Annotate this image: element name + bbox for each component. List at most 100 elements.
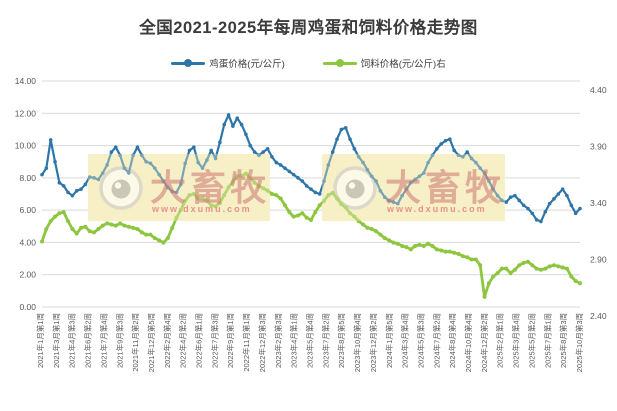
egg-price-point [552, 197, 556, 201]
feed-price-point [122, 223, 127, 228]
feed-price-point [469, 257, 474, 262]
x-axis-label: 2025年3月第4周 [511, 313, 521, 368]
feed-price-point [521, 260, 526, 265]
egg-price-point [452, 148, 456, 153]
feed-price-point [313, 210, 318, 215]
egg-price-point [231, 124, 235, 128]
feed-price-point [430, 243, 435, 248]
watermark-url-text: www.dxumu.com [151, 204, 252, 214]
feed-price-point [408, 247, 413, 252]
egg-price-point [118, 153, 122, 158]
feed-price-point [44, 227, 49, 232]
feed-price-point [339, 202, 344, 207]
egg-price-point [330, 150, 335, 154]
feed-price-point [413, 243, 418, 248]
egg-price-point [578, 206, 582, 211]
egg-price-point [495, 193, 500, 198]
egg-price-point [513, 193, 517, 198]
egg-price-point [92, 176, 96, 180]
watermark-eye-glint-icon [114, 182, 122, 189]
egg-price-point [205, 158, 209, 162]
egg-price-point [139, 153, 144, 158]
feed-price-point [443, 249, 448, 254]
feed-price-point [183, 198, 188, 203]
chart-title: 全国2021-2025年每周鸡蛋和饲料价格走势图 [139, 19, 478, 37]
legend-item-feed-price[interactable]: 饲料价格(元/公斤)右 [322, 56, 446, 70]
feed-price-point [70, 227, 75, 232]
x-axis-label: 2024年10月第4周 [463, 313, 473, 372]
feed-price-point [543, 266, 548, 271]
egg-price-point [335, 137, 339, 141]
feed-price-point [387, 238, 392, 243]
egg-price-point [265, 147, 270, 151]
egg-price-point [443, 138, 448, 143]
x-axis-label: 2025年5月第2周 [526, 313, 536, 368]
x-axis-label: 2025年2月第1周 [495, 313, 505, 368]
feed-price-point [139, 230, 144, 235]
feed-price-point [204, 198, 209, 203]
feed-price-point [538, 267, 543, 272]
feed-price-point [382, 236, 387, 241]
feed-price-point [551, 263, 556, 268]
watermark-tint [322, 154, 505, 221]
egg-price-point [326, 163, 331, 167]
egg-price-point [113, 145, 118, 149]
egg-price-point [461, 155, 465, 159]
y-axis-label-left: 10.00 [15, 141, 37, 151]
egg-price-point [482, 171, 487, 175]
feed-price-point [361, 222, 366, 227]
feed-price-point [304, 215, 309, 220]
egg-price-point [361, 160, 365, 165]
x-axis-label: 2024年12月第2周 [479, 313, 489, 372]
feed-price-point [569, 274, 574, 279]
egg-price-point [105, 163, 109, 167]
egg-price-point [539, 219, 543, 224]
egg-price-point [374, 179, 378, 183]
egg-price-point [526, 206, 530, 211]
feed-price-point [365, 225, 370, 230]
x-axis-label: 2023年4月第1周 [289, 313, 299, 368]
x-axis-label: 2025年7月第1周 [542, 313, 552, 368]
feed-price-point [113, 223, 118, 228]
feed-price-point [144, 232, 149, 237]
feed-price-point [530, 263, 535, 268]
egg-price-point [365, 167, 370, 172]
legend-item-egg-price[interactable]: 鸡蛋价格(元/公斤) [171, 56, 285, 70]
egg-price-point [109, 150, 114, 154]
watermark-url-text: www.dxumu.com [386, 204, 487, 214]
egg-price-point [565, 193, 569, 198]
egg-price-point [248, 143, 253, 148]
egg-price-point [382, 195, 387, 200]
egg-price-point [226, 113, 231, 117]
egg-price-point [61, 184, 66, 188]
egg-price-point [413, 177, 417, 182]
feed-price-point [348, 211, 353, 216]
egg-price-point [200, 166, 205, 170]
egg-price-point [356, 155, 361, 159]
feed-price-point [473, 257, 478, 262]
feed-price-point [226, 185, 231, 190]
egg-price-point [153, 166, 157, 170]
egg-price-point [261, 150, 266, 154]
egg-price-point [144, 159, 148, 164]
egg-price-point [352, 147, 357, 151]
egg-price-point [235, 116, 240, 120]
x-axis-label: 2021年12月第5周 [146, 313, 156, 372]
egg-price-point [44, 166, 49, 170]
feed-price-point [187, 193, 192, 198]
feed-series-swatch-icon [322, 59, 357, 67]
feed-price-point [452, 250, 457, 255]
egg-price-point [317, 192, 322, 196]
feed-price-point [326, 193, 331, 198]
egg-price-point [126, 171, 131, 175]
egg-price-point [395, 201, 400, 206]
feed-price-point [508, 271, 513, 276]
egg-price-point [209, 148, 214, 153]
feed-price-point [79, 225, 84, 230]
watermark-tint [88, 154, 270, 221]
feed-price-point [196, 196, 201, 201]
egg-price-point [131, 153, 135, 158]
feed-price-point [287, 210, 292, 215]
feed-price-point [57, 211, 62, 216]
watermark-eye-glint-icon [348, 182, 356, 189]
